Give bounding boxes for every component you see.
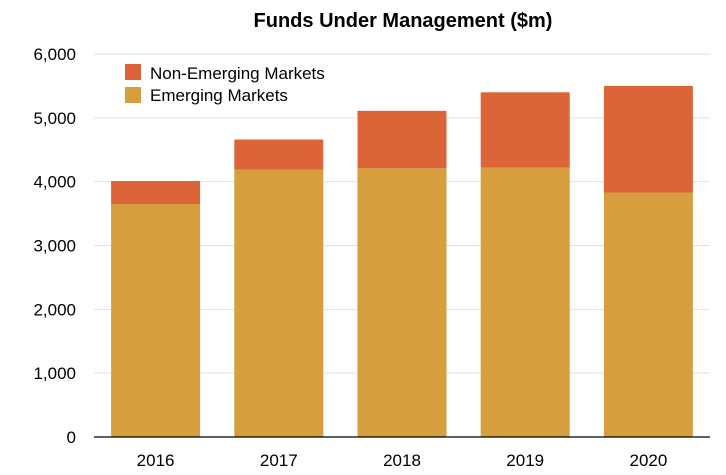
legend: Non-Emerging Markets Emerging Markets bbox=[125, 64, 325, 105]
y-tick-label: 2,000 bbox=[33, 300, 76, 319]
bar-emerging-2018 bbox=[357, 168, 447, 438]
bar-emerging-2017 bbox=[234, 169, 324, 437]
bar-emerging-2016 bbox=[111, 204, 201, 437]
bar-non-emerging-2016 bbox=[111, 181, 201, 205]
legend-swatch-emerging bbox=[125, 87, 141, 103]
y-tick-label: 6,000 bbox=[33, 45, 76, 64]
bar-non-emerging-2019 bbox=[480, 92, 570, 168]
bars bbox=[111, 85, 693, 438]
y-tick-label: 5,000 bbox=[33, 109, 76, 128]
legend-swatch-non-emerging bbox=[125, 64, 141, 80]
x-tick-label: 2016 bbox=[137, 451, 175, 470]
bar-emerging-2020 bbox=[603, 192, 693, 437]
y-tick-label: 3,000 bbox=[33, 237, 76, 256]
chart-title: Funds Under Management ($m) bbox=[254, 10, 553, 32]
x-axis-ticks: 2016 2017 2018 2019 2020 bbox=[137, 451, 668, 470]
x-tick-label: 2018 bbox=[383, 451, 421, 470]
x-tick-label: 2020 bbox=[629, 451, 667, 470]
legend-label-non-emerging: Non-Emerging Markets bbox=[150, 64, 325, 83]
bar-non-emerging-2020 bbox=[603, 85, 693, 193]
y-tick-label: 4,000 bbox=[33, 173, 76, 192]
y-tick-label: 0 bbox=[67, 428, 76, 447]
y-tick-label: 1,000 bbox=[33, 364, 76, 383]
bar-emerging-2019 bbox=[480, 167, 570, 437]
x-tick-label: 2017 bbox=[260, 451, 298, 470]
y-axis-ticks: 0 1,000 2,000 3,000 4,000 5,000 6,000 bbox=[33, 45, 76, 447]
bar-non-emerging-2018 bbox=[357, 110, 447, 169]
x-tick-label: 2019 bbox=[506, 451, 544, 470]
bar-non-emerging-2017 bbox=[234, 139, 324, 170]
legend-label-emerging: Emerging Markets bbox=[150, 86, 288, 105]
